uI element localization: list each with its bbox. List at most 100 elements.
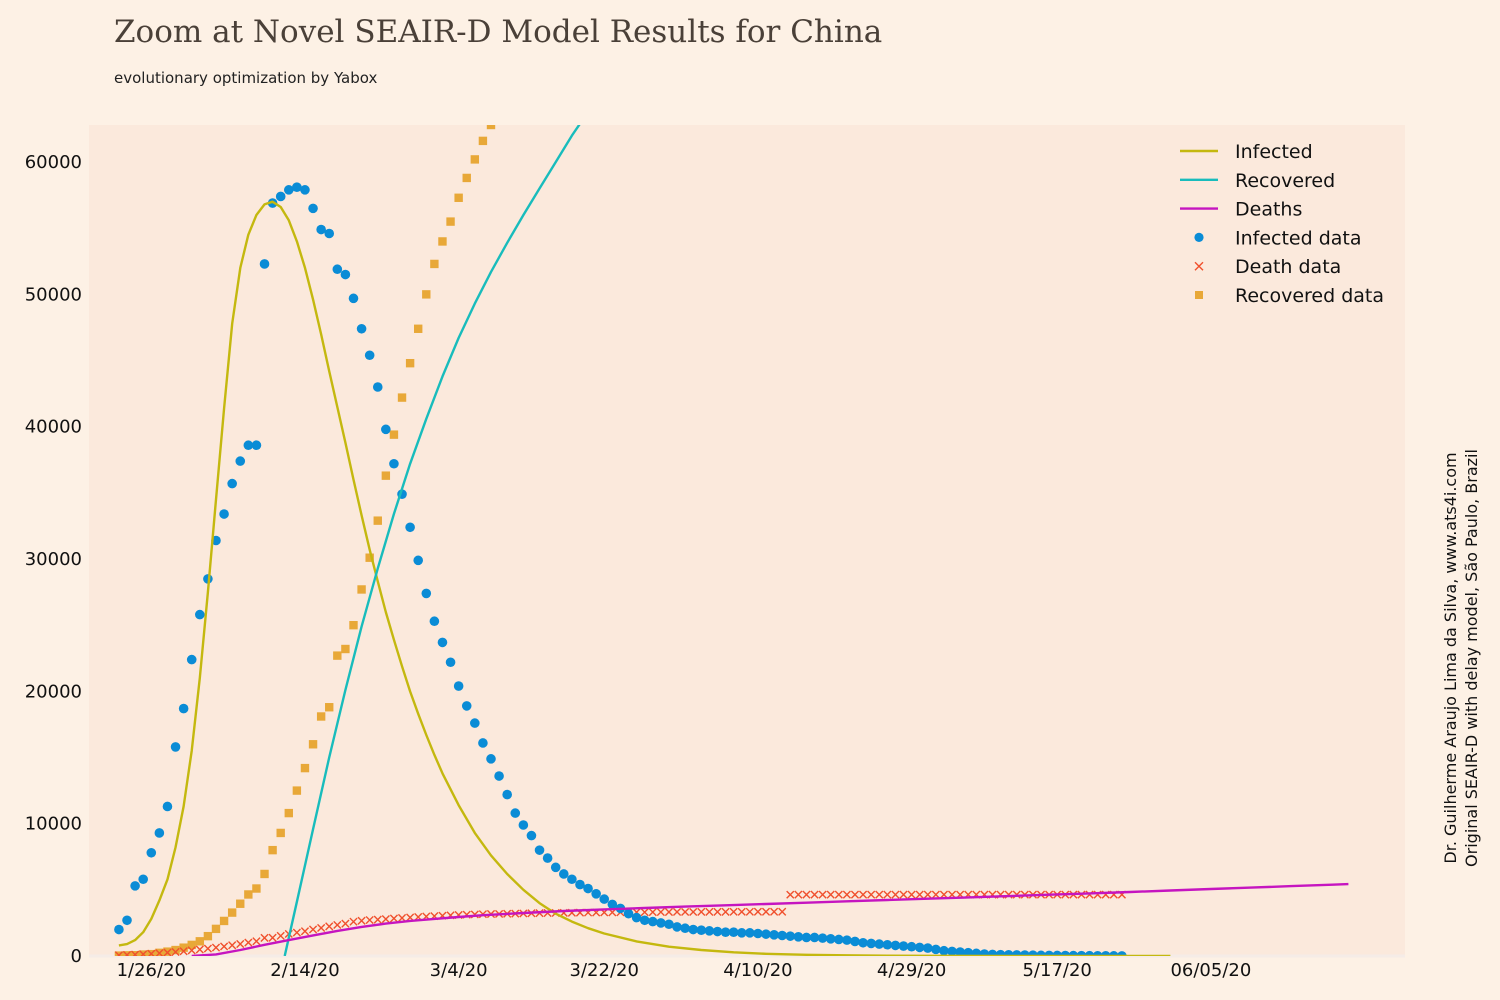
infected-data-point (728, 927, 739, 937)
infected-data-point (1028, 950, 1038, 956)
death-data-point (187, 946, 196, 955)
death-data-point (300, 927, 310, 936)
legend-label: Death data (1235, 256, 1341, 278)
series-recovered-data (114, 125, 496, 956)
infected-data-point (947, 946, 957, 956)
death-data-point (373, 915, 382, 924)
infected-data-point (381, 424, 391, 435)
infected-data-point (429, 616, 440, 627)
recovered-data-point (114, 951, 124, 956)
x-tick-label: 4/10/20 (723, 960, 792, 981)
infected-line (118, 200, 1171, 956)
recovered-data-point (211, 924, 221, 934)
recovered-data-point (130, 951, 140, 956)
x-tick-label: 1/26/20 (117, 960, 186, 981)
infected-data-point (154, 828, 165, 838)
infected-data-point (122, 915, 132, 926)
death-data-point (826, 890, 835, 899)
recovered-data-point (341, 644, 350, 654)
x-tick-label: 3/22/20 (570, 960, 639, 981)
infected-data-point (761, 929, 771, 939)
death-data-point (867, 890, 876, 899)
recovered-data-point (122, 951, 132, 956)
infected-data-point (664, 919, 674, 930)
infected-data-point (364, 350, 375, 361)
infected-data-point (963, 947, 974, 956)
infected-data-point (372, 382, 383, 392)
infected-data-point (995, 949, 1006, 956)
infected-data-point (1060, 950, 1071, 956)
legend-item-deaths: Deaths (1180, 199, 1302, 221)
infected-data-point (858, 937, 868, 948)
infected-data-point (1100, 951, 1111, 956)
infected-data-point (275, 191, 286, 202)
legend-item-recovered-data: Recovered data (1195, 285, 1384, 307)
x-tick-label: 2/14/20 (270, 960, 339, 981)
recovered-data-point (236, 899, 245, 908)
infected-data-point (114, 924, 124, 935)
credit-line-1: Dr. Guilherme Araujo Lima da Silva, www.… (1441, 452, 1460, 863)
y-tick-label: 60000 (25, 152, 82, 173)
recovered-data-point (187, 940, 196, 950)
death-data-point (689, 907, 698, 917)
infected-data-point (186, 654, 197, 665)
death-data-point (276, 931, 285, 940)
death-data-point (786, 890, 795, 899)
death-data-point (317, 923, 326, 933)
death-data-point (171, 947, 180, 956)
infected-data-point (316, 224, 326, 235)
x-tick-label: 06/05/20 (1170, 960, 1251, 981)
recovered-data-point (195, 937, 205, 946)
infected-data-point (801, 932, 812, 943)
infected-data-point (914, 942, 925, 953)
legend-swatch (1194, 261, 1204, 271)
infected-data-point (866, 938, 876, 949)
infected-data-point (971, 948, 982, 956)
recovered-data-point (357, 585, 366, 594)
infected-data-point (470, 718, 480, 728)
infected-data-point (1052, 950, 1062, 956)
infected-data-point (639, 915, 650, 926)
infected-data-point (413, 555, 424, 566)
infected-data-point (437, 637, 448, 648)
death-data-point (923, 890, 932, 899)
infected-data-point (1109, 951, 1119, 956)
legend-item-infected: Infected (1180, 141, 1313, 163)
infected-data-point (348, 293, 359, 304)
infected-data-point (583, 883, 593, 894)
infected-data-point (461, 701, 472, 711)
infected-data-point (874, 939, 885, 949)
death-data-point (147, 949, 156, 956)
recovered-data-point (333, 651, 342, 660)
infected-data-point (631, 912, 642, 923)
legend-label: Infected (1235, 141, 1313, 163)
legend-label: Recovered data (1235, 285, 1384, 307)
infected-data-point (931, 944, 941, 955)
recovered-data-point (268, 845, 277, 855)
y-tick-label: 10000 (25, 814, 82, 835)
legend-item-infected-data: Infected data (1194, 227, 1362, 249)
infected-data-point (939, 945, 949, 956)
infected-data-point (292, 182, 302, 192)
recovered-data-point (373, 516, 382, 525)
recovered-data-point (438, 237, 447, 246)
death-data-point (325, 922, 334, 931)
infected-data-point (777, 930, 787, 941)
death-data-point (721, 907, 730, 916)
infected-data-point (138, 874, 148, 885)
infected-data-point (259, 259, 270, 269)
y-tick-label: 50000 (25, 284, 82, 305)
infected-data-point (283, 185, 294, 195)
infected-data-point (235, 456, 246, 466)
infected-data-point (478, 738, 488, 748)
death-data-point (850, 890, 860, 899)
death-data-point (713, 907, 722, 916)
infected-data-point (162, 801, 173, 812)
death-data-point (899, 890, 908, 899)
x-axis-ticks: 1/26/20 2/14/20 3/4/20 3/22/20 4/10/20 4/29/2… (117, 960, 1252, 981)
infected-data-point (195, 609, 205, 620)
recovered-data-point (179, 943, 188, 952)
infected-data-point (558, 869, 569, 879)
infected-data-point (130, 881, 140, 891)
